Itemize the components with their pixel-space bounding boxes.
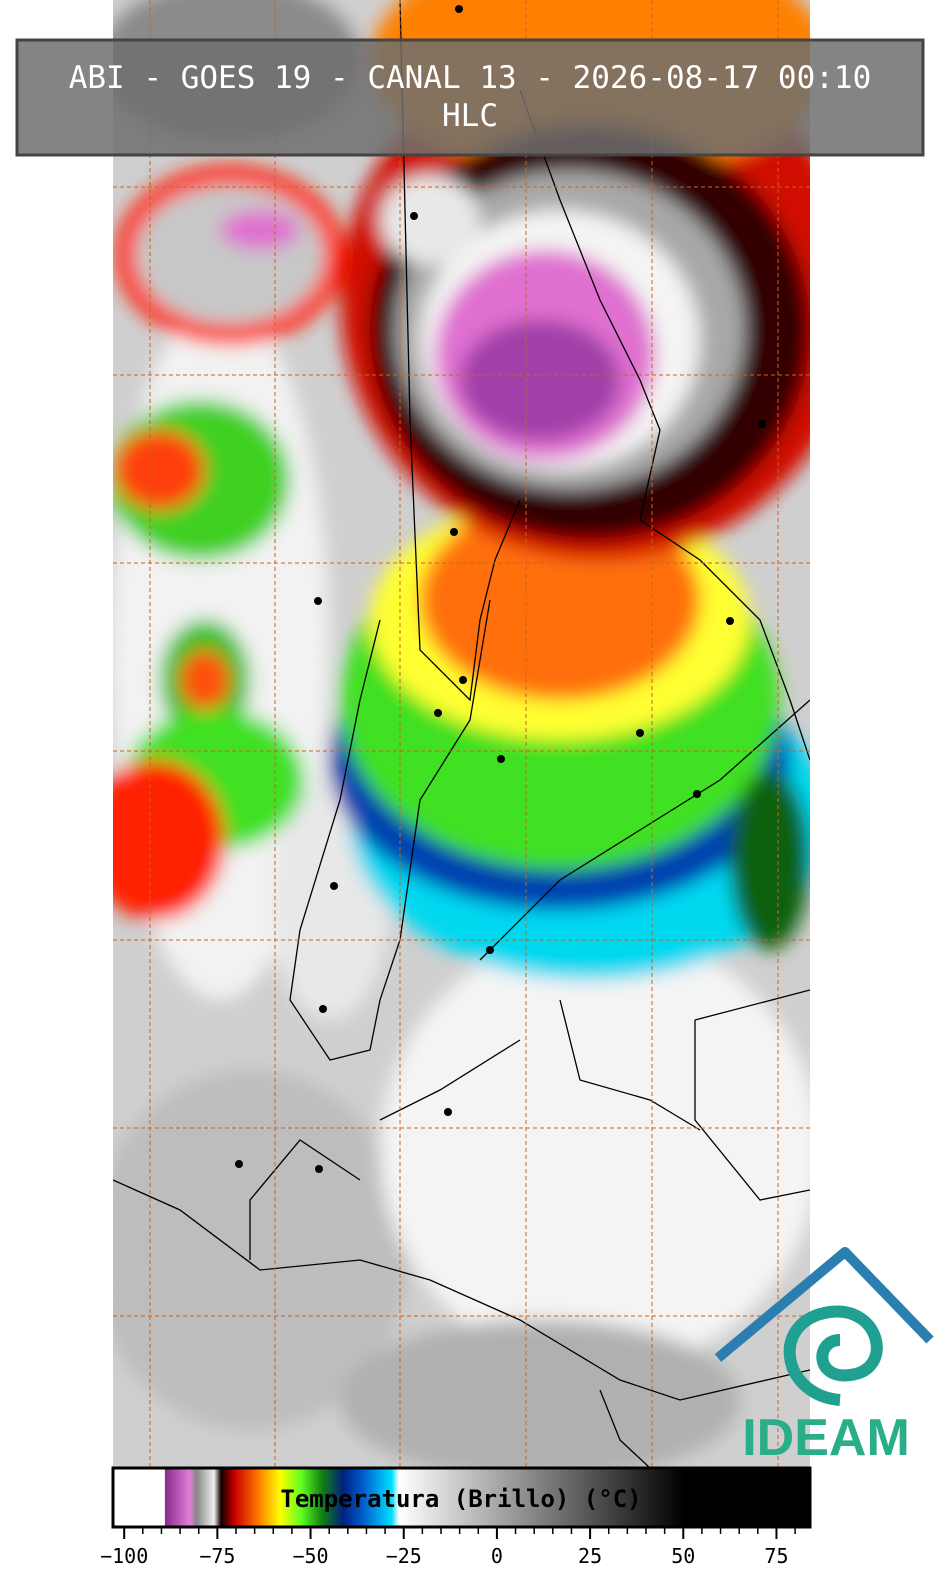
borders [113, 0, 810, 1468]
cities [235, 5, 766, 1173]
title: ABI - GOES 19 - CANAL 13 - 2026-08-17 00… [69, 60, 872, 96]
colorbar-tick-label: 75 [764, 1544, 788, 1568]
logo-text: IDEAM [742, 1409, 910, 1467]
colorbar-gradient [111, 1466, 812, 1529]
colorbar-tick-label: −75 [199, 1544, 235, 1568]
colorbar-tick-label: 25 [578, 1544, 602, 1568]
colorbar-tick-label: −25 [386, 1544, 422, 1568]
subtitle: HLC [442, 98, 498, 134]
colorbar: Temperatura (Brillo) (°C) [111, 1466, 812, 1529]
title-box [15, 38, 925, 157]
colorbar-label: Temperatura (Brillo) (°C) [280, 1485, 641, 1513]
satellite-image [113, 0, 810, 1468]
colorbar-tick-label: 50 [671, 1544, 695, 1568]
logo: IDEAM [714, 1247, 934, 1467]
colorbar-tick-label: 0 [491, 1544, 503, 1568]
colorbar-tick-label: −50 [292, 1544, 328, 1568]
colorbar-tick-label: −100 [100, 1544, 148, 1568]
